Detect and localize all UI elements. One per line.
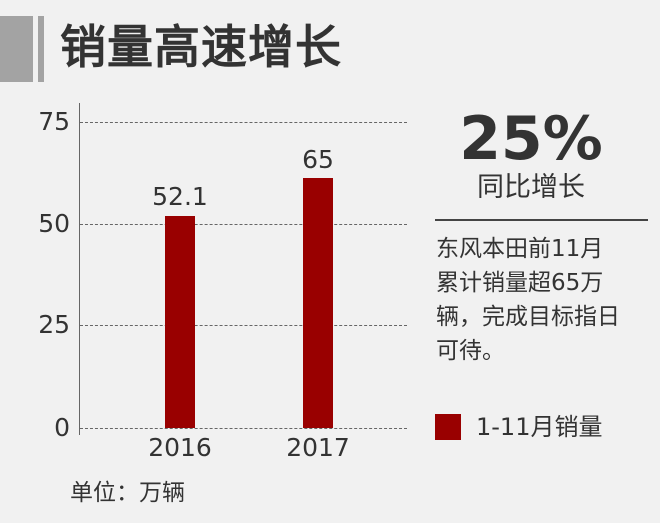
legend-swatch-icon (435, 414, 461, 440)
bar-2017 (303, 178, 333, 428)
unit-note: 单位：万辆 (70, 480, 185, 506)
gridline-75 (80, 122, 407, 123)
description-line: 东风本田前11月 (436, 236, 604, 262)
page-title: 销量高速增长 (60, 20, 342, 74)
bar-value-label: 65 (302, 145, 334, 174)
y-tick-label: 0 (54, 413, 70, 442)
gridline-25 (80, 325, 407, 326)
description-line: 可待。 (436, 338, 505, 364)
description-line: 累计销量超65万 (436, 270, 604, 296)
description-line: 辆，完成目标指日 (436, 304, 620, 330)
bar-value-label: 52.1 (152, 182, 208, 211)
divider (435, 219, 648, 221)
x-tick-label: 2016 (148, 433, 212, 462)
y-tick-label: 75 (38, 107, 70, 136)
growth-label: 同比增长 (477, 172, 585, 203)
legend-label: 1-11月销量 (476, 413, 603, 441)
description: 东风本田前11月 累计销量超65万 辆，完成目标指日 可待。 (436, 232, 658, 368)
y-tick-label: 50 (38, 209, 70, 238)
gridline-0 (80, 428, 407, 429)
y-axis-line (79, 103, 80, 435)
y-tick-label: 25 (38, 310, 70, 339)
bar-2016 (165, 216, 195, 428)
gridline-50 (80, 224, 407, 225)
header-accent-bar (38, 16, 44, 82)
header-accent-block (0, 16, 33, 82)
x-tick-label: 2017 (286, 433, 350, 462)
growth-percentage: 25% (459, 104, 603, 174)
